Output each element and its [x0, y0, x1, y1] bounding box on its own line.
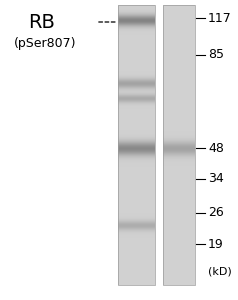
Bar: [118, 5, 155, 285]
Text: 85: 85: [208, 49, 224, 62]
Text: (kD): (kD): [208, 267, 232, 277]
Text: 48: 48: [208, 142, 224, 154]
Bar: [163, 5, 195, 285]
Text: 117: 117: [208, 11, 232, 25]
Text: 26: 26: [208, 206, 224, 220]
Text: 19: 19: [208, 238, 224, 250]
Text: (pSer807): (pSer807): [14, 37, 76, 50]
Text: RB: RB: [29, 13, 55, 32]
Text: 34: 34: [208, 172, 224, 185]
